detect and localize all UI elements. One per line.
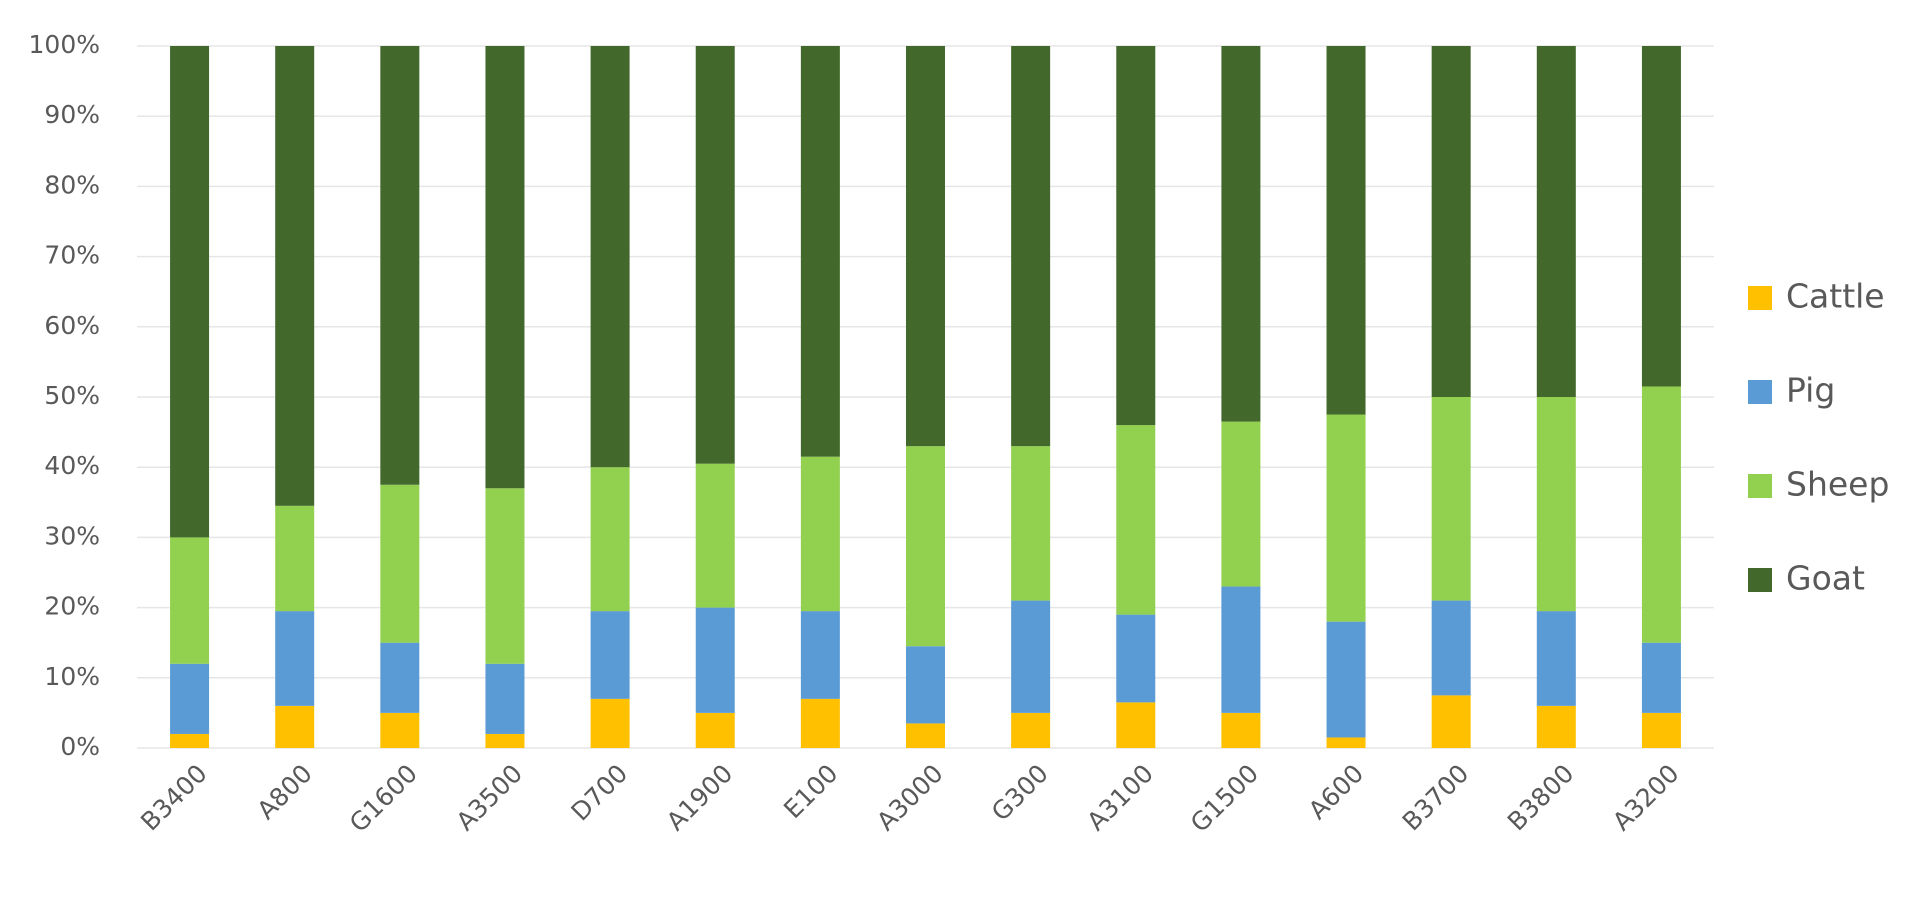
bar-segment — [695, 712, 735, 748]
bar-segment — [695, 463, 735, 608]
y-tick-label: 70% — [44, 241, 100, 270]
legend-label: Pig — [1786, 371, 1835, 410]
legend-label: Cattle — [1786, 277, 1885, 316]
bar-segment — [1116, 46, 1156, 426]
bar-segment — [1431, 397, 1471, 601]
x-tick-label: E100 — [778, 759, 843, 824]
x-tick-label: G1600 — [344, 759, 423, 838]
y-tick-label: 50% — [44, 381, 100, 410]
y-tick-label: 80% — [44, 170, 100, 199]
bar-segment — [590, 698, 630, 748]
bar-segment — [170, 46, 210, 538]
x-tick-label: A3200 — [1607, 759, 1685, 837]
x-tick-label: B3400 — [135, 759, 213, 837]
bar-segment — [800, 698, 840, 748]
bar-segment — [1116, 425, 1156, 615]
bar-segment — [170, 537, 210, 664]
bar-segment — [906, 723, 945, 748]
bar-segment — [1221, 712, 1261, 748]
bar-segment — [590, 46, 630, 468]
bar-segment — [1221, 46, 1261, 422]
legend-swatch — [1748, 568, 1772, 592]
legend-label: Sheep — [1786, 465, 1889, 504]
bar-segment — [800, 456, 840, 612]
bar-segment — [1326, 737, 1366, 748]
x-tick-label: A3500 — [451, 759, 529, 837]
bar-segment — [1431, 695, 1471, 748]
x-tick-label: G300 — [986, 759, 1054, 827]
x-tick-label: A3100 — [1081, 759, 1159, 837]
y-tick-label: 0% — [60, 732, 100, 761]
x-tick-label: A1900 — [661, 759, 739, 837]
bar-segment — [1641, 386, 1681, 643]
bar-segment — [906, 446, 945, 647]
y-tick-label: 30% — [44, 521, 100, 550]
bar-segment — [275, 505, 315, 612]
legend-label: Goat — [1786, 559, 1865, 598]
bar-segment — [380, 642, 420, 713]
bar-segment — [1116, 614, 1156, 703]
x-tick-label: A600 — [1303, 759, 1369, 825]
bar-segment — [380, 712, 420, 748]
y-tick-label: 90% — [44, 100, 100, 129]
x-tick-label: A3000 — [871, 759, 949, 837]
bar-segment — [1326, 414, 1366, 622]
bar-segment — [380, 484, 420, 643]
bar-segment — [275, 705, 315, 748]
y-tick-label: 10% — [44, 662, 100, 691]
bar-segment — [1011, 600, 1051, 713]
bar-segment — [590, 467, 630, 612]
x-tick-label: D700 — [565, 759, 633, 827]
bar-segment — [1221, 421, 1261, 587]
bar-segment — [1011, 712, 1051, 748]
bar-segment — [800, 611, 840, 699]
x-tick-label: B3700 — [1397, 759, 1475, 837]
bar-segment — [1431, 600, 1471, 696]
bar-segment — [1536, 611, 1576, 706]
bar-segment — [1536, 46, 1576, 397]
bar-segment — [485, 488, 525, 664]
y-tick-label: 20% — [44, 592, 100, 621]
bar-segment — [275, 46, 315, 506]
bar-segment — [695, 46, 735, 464]
legend-swatch — [1748, 474, 1772, 498]
x-tick-label: G1500 — [1185, 759, 1264, 838]
bar-segment — [1641, 642, 1681, 713]
bar-segment — [1116, 702, 1156, 748]
bar-segment — [380, 46, 420, 485]
bar-segment — [1011, 46, 1051, 447]
bar-segment — [485, 733, 525, 748]
bar-segment — [170, 663, 210, 734]
bar-segment — [906, 646, 945, 724]
legend-swatch — [1748, 286, 1772, 310]
bar-segment — [1221, 586, 1261, 713]
bar-segment — [1536, 397, 1576, 612]
bar-segment — [170, 733, 210, 748]
bar-segment — [485, 663, 525, 734]
bar-segment — [800, 46, 840, 457]
x-tick-label: B3800 — [1502, 759, 1580, 837]
bar-segment — [906, 46, 945, 447]
y-tick-label: 40% — [44, 451, 100, 480]
bar-segment — [485, 46, 525, 489]
bar-segment — [695, 607, 735, 713]
bar-segment — [1326, 46, 1366, 415]
bar-segment — [1641, 712, 1681, 748]
y-tick-label: 60% — [44, 311, 100, 340]
bar-segment — [1431, 46, 1471, 397]
bar-segment — [1326, 621, 1366, 738]
y-tick-label: 100% — [29, 30, 100, 59]
bar-segment — [1011, 446, 1051, 601]
x-tick-label: A800 — [252, 759, 318, 825]
bar-segment — [275, 611, 315, 706]
bar-segment — [1536, 705, 1576, 748]
bar-segment — [590, 611, 630, 699]
legend-swatch — [1748, 380, 1772, 404]
bar-segment — [1641, 46, 1681, 387]
